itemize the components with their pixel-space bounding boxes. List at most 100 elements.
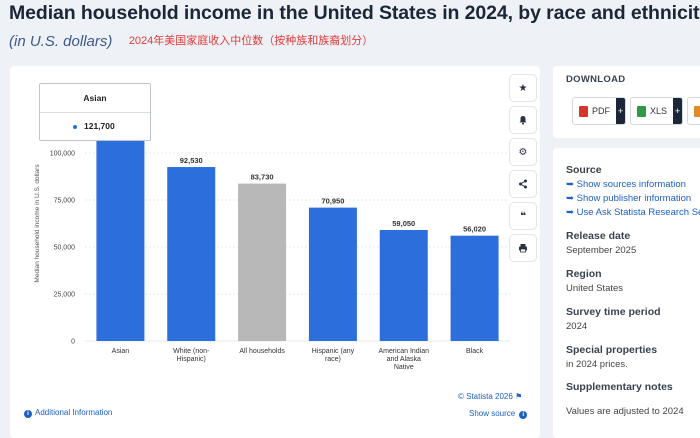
notification-button[interactable] xyxy=(510,107,536,133)
x-tick-label-line: All households xyxy=(239,348,285,355)
plus-icon: + xyxy=(616,98,625,124)
tooltip-body: 121,700 xyxy=(40,113,150,140)
print-icon xyxy=(519,244,527,253)
release-heading: Release date xyxy=(566,230,631,242)
release-value: September 2025 xyxy=(566,245,637,256)
bar xyxy=(308,207,357,341)
info-icon: i xyxy=(519,411,528,419)
value-label: 83,730 xyxy=(251,173,274,182)
chart-tooltip: Asian 121,700 xyxy=(39,83,151,141)
settings-button[interactable]: ⚙ xyxy=(510,139,536,165)
value-label: 56,020 xyxy=(463,225,486,234)
period-value: 2024 xyxy=(566,321,588,332)
cite-button[interactable]: ❝ xyxy=(510,203,536,229)
pdf-file-icon xyxy=(579,105,588,117)
download-xls-button[interactable]: XLS + xyxy=(630,97,684,125)
y-tick-label: 0 xyxy=(71,339,75,346)
bar xyxy=(167,167,216,341)
x-tick-label-line: White (non- xyxy=(173,348,210,355)
supplementary-value: Values are adjusted to 2024 xyxy=(566,406,684,417)
gear-icon: ⚙ xyxy=(518,146,528,158)
download-ppt-button[interactable] xyxy=(687,97,700,125)
value-label: 70,950 xyxy=(321,197,344,206)
x-tick-label-line: and Alaska xyxy=(387,356,421,363)
download-title: DOWNLOAD xyxy=(566,74,626,85)
supplementary-heading: Supplementary notes xyxy=(566,381,673,393)
plus-icon: + xyxy=(673,98,683,124)
x-tick-label: American Indian and Alaska Native xyxy=(378,348,429,371)
x-tick-label-line: Asian xyxy=(112,348,130,355)
additional-info-link[interactable]: i Additional Information xyxy=(24,408,112,418)
bell-icon xyxy=(519,116,527,125)
link-text: Show publisher information xyxy=(576,193,692,204)
additional-info-text: Additional Information xyxy=(35,408,113,417)
tooltip-series-dot xyxy=(73,125,77,129)
tooltip-header: Asian xyxy=(40,84,150,113)
y-tick-label: 100,000 xyxy=(50,151,75,158)
tooltip-value: 121,700 xyxy=(84,121,115,131)
xls-label: XLS xyxy=(650,106,668,116)
special-section: Special properties in 2024 prices. xyxy=(566,344,657,370)
y-tick-label: 50,000 xyxy=(54,245,76,252)
star-icon: ★ xyxy=(518,82,528,94)
x-tick-label: White (non-Hispanic) xyxy=(173,348,210,363)
bar xyxy=(96,112,145,341)
x-tick-label-line: Hispanic (any xyxy=(312,348,355,355)
credit-text: © Statista 2026 xyxy=(458,392,513,401)
subtitle-row: (in U.S. dollars) 2024年美国家庭收入中位数（按种族和族裔划… xyxy=(9,32,373,51)
period-heading: Survey time period xyxy=(566,306,661,318)
show-source-text: Show source xyxy=(469,409,516,418)
source-links: ➥ Show sources information ➥ Show publis… xyxy=(566,178,700,220)
show-source-link[interactable]: Show source i xyxy=(469,409,528,419)
arrow-right-icon: ➥ xyxy=(566,207,577,218)
link-text: Show sources information xyxy=(576,179,686,190)
chart-card: 0 25,000 50,000 75,000 100,000 Median househo… xyxy=(10,66,540,438)
x-tick-label: Hispanic (any race) xyxy=(312,348,355,363)
download-panel: DOWNLOAD PDF + XLS + xyxy=(553,66,700,138)
favorite-button[interactable]: ★ xyxy=(510,75,536,101)
page-subtitle-translation: 2024年美国家庭收入中位数（按种族和族裔划分） xyxy=(128,35,374,47)
bar-chart: 0 25,000 50,000 75,000 100,000 Median househo… xyxy=(34,112,510,371)
share-icon xyxy=(519,179,527,189)
bar xyxy=(238,183,287,341)
period-section: Survey time period 2024 xyxy=(566,306,661,332)
ask-research-link[interactable]: ➥ Use Ask Statista Research Se xyxy=(566,206,700,220)
xls-file-icon xyxy=(637,105,646,117)
bar xyxy=(450,235,499,341)
special-value: in 2024 prices. xyxy=(566,359,628,370)
x-tick-label-line: Hispanic) xyxy=(177,356,206,363)
chart-toolbar: ★ ⚙ ❝ xyxy=(510,75,536,267)
value-label: 92,530 xyxy=(180,156,203,165)
page-title: Median household income in the United St… xyxy=(9,2,700,24)
info-icon: i xyxy=(24,410,32,418)
x-tick-label-line: Black xyxy=(466,348,484,355)
statista-credit[interactable]: © Statista 2026 ⚑ xyxy=(458,392,522,401)
source-heading: Source xyxy=(566,164,602,176)
x-tick-label: Asian xyxy=(112,348,130,355)
y-tick-label: 25,000 xyxy=(54,292,76,299)
release-section: Release date September 2025 xyxy=(566,230,636,256)
show-sources-link[interactable]: ➥ Show sources information xyxy=(566,178,700,192)
x-tick-label-line: race) xyxy=(325,356,341,363)
pdf-label: PDF xyxy=(592,106,610,116)
value-label: 59,050 xyxy=(392,219,415,228)
special-heading: Special properties xyxy=(566,344,658,356)
print-button[interactable] xyxy=(510,235,536,261)
arrow-right-icon: ➥ xyxy=(566,193,577,204)
download-pdf-button[interactable]: PDF + xyxy=(572,97,626,125)
region-heading: Region xyxy=(566,268,602,280)
ppt-file-icon xyxy=(694,105,700,117)
source-section: Source ➥ Show sources information ➥ Show… xyxy=(566,164,700,220)
y-tick-label: 75,000 xyxy=(54,198,76,205)
x-tick-label-line: American Indian xyxy=(378,348,429,355)
region-section: Region United States xyxy=(566,268,623,294)
x-tick-label-line: Native xyxy=(394,364,414,371)
share-button[interactable] xyxy=(510,171,536,197)
quote-icon: ❝ xyxy=(520,210,526,222)
region-value: United States xyxy=(566,283,624,294)
page-subtitle: (in U.S. dollars) xyxy=(9,33,113,50)
bar xyxy=(379,229,428,341)
statistic-details-panel: Source ➥ Show sources information ➥ Show… xyxy=(553,148,700,438)
flag-icon: ⚑ xyxy=(515,392,523,401)
show-publisher-link[interactable]: ➥ Show publisher information xyxy=(566,192,700,206)
